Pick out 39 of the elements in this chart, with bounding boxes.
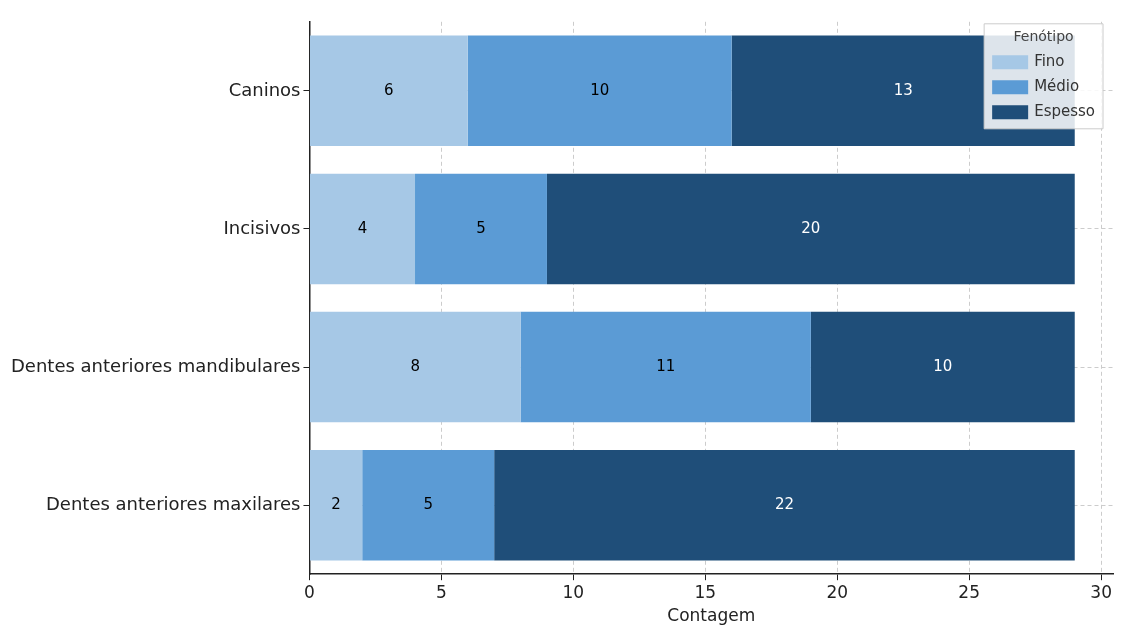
- bar: [309, 311, 521, 423]
- x-tick-label: 15: [694, 581, 717, 602]
- data-label: 5: [423, 495, 433, 514]
- data-label: 13: [893, 80, 913, 99]
- y-tick-label: Incisivos: [223, 216, 301, 238]
- data-label: 22: [774, 495, 795, 514]
- data-label: 2: [331, 495, 341, 514]
- bar: [309, 173, 416, 285]
- x-tick-label: 0: [304, 581, 315, 602]
- data-label: 4: [357, 218, 368, 237]
- data-label: 10: [590, 80, 610, 99]
- bar: [309, 449, 363, 561]
- bar: [494, 449, 1075, 561]
- x-tick-label: 30: [1090, 581, 1112, 602]
- x-tick-label: 5: [435, 581, 447, 602]
- legend-title: Fenótipo: [1013, 28, 1074, 45]
- x-tick-label: 25: [958, 581, 980, 602]
- data-label: 10: [933, 356, 953, 375]
- y-tick-label: Dentes anteriores maxilares: [46, 492, 301, 514]
- x-tick-label: 20: [826, 581, 849, 602]
- y-tick-label: Dentes anteriores mandibulares: [10, 354, 301, 376]
- legend-label: Médio: [1034, 77, 1080, 96]
- x-tick-label: 10: [562, 581, 585, 602]
- y-tick-label: Caninos: [228, 78, 301, 100]
- bar: [362, 449, 495, 561]
- legend-label: Espesso: [1034, 102, 1096, 121]
- bar: [546, 173, 1075, 285]
- data-label: 20: [801, 218, 821, 237]
- data-label: 5: [476, 218, 486, 237]
- data-label: 11: [656, 356, 676, 375]
- legend-label: Fino: [1034, 52, 1065, 71]
- x-axis-title: Contagem: [667, 605, 756, 626]
- data-label: 6: [384, 80, 394, 99]
- bar: [810, 311, 1075, 423]
- bar: [520, 311, 811, 423]
- bar: [415, 173, 547, 285]
- data-label: 8: [410, 356, 421, 375]
- bar: [467, 35, 732, 147]
- bar: [309, 35, 468, 147]
